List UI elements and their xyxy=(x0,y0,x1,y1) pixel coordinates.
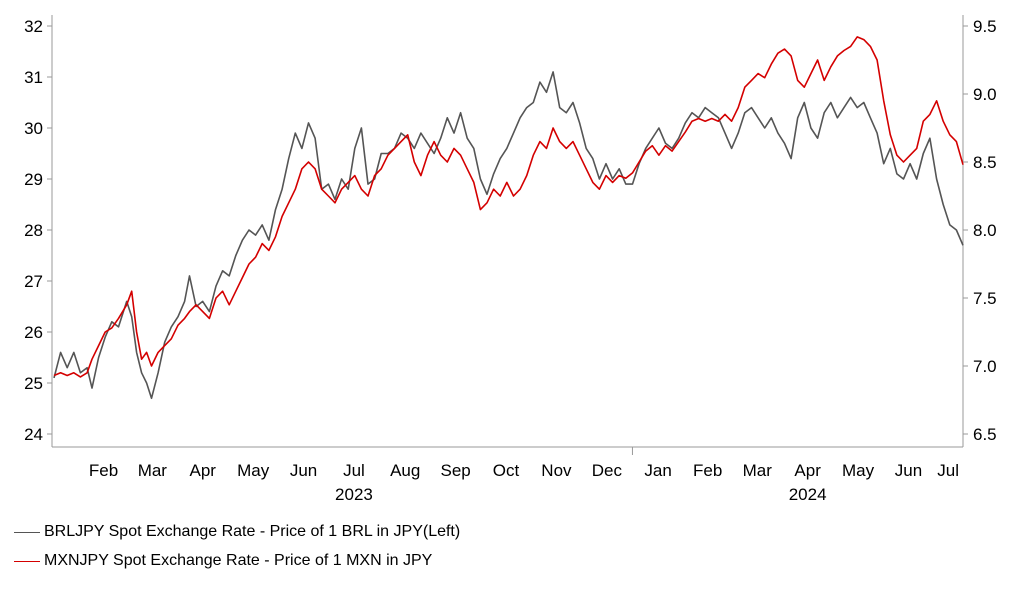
x-axis: Feb Mar Apr May Jun Jul Aug Sep Oct Nov Dec Jan Feb M… xyxy=(89,447,959,504)
x-tick-label: Aug xyxy=(390,461,420,480)
left-tick-label: 27 xyxy=(24,272,43,291)
left-tick-label: 28 xyxy=(24,221,43,240)
legend-entry-brljpy: BRLJPY Spot Exchange Rate - Price of 1 B… xyxy=(14,523,460,541)
series-lines xyxy=(53,36,964,400)
series-line-mxnjpy xyxy=(53,36,964,378)
right-tick-label: 8.0 xyxy=(973,221,997,240)
left-tick-label: 30 xyxy=(24,119,43,138)
left-tick-label: 31 xyxy=(24,68,43,87)
x-tick-label: May xyxy=(237,461,270,480)
x-tick-label: Jan xyxy=(644,461,671,480)
right-tick-label: 7.5 xyxy=(973,289,997,308)
right-axis: 6.5 7.0 7.5 8.0 8.5 9.0 9.5 xyxy=(963,17,997,444)
left-tick-label: 29 xyxy=(24,170,43,189)
year-label: 2024 xyxy=(789,485,827,504)
plot-frame xyxy=(51,15,964,448)
left-tick-label: 25 xyxy=(24,374,43,393)
legend-entry-mxnjpy: MXNJPY Spot Exchange Rate - Price of 1 M… xyxy=(14,552,432,570)
left-tick-label: 32 xyxy=(24,17,43,36)
x-tick-label: Jul xyxy=(937,461,959,480)
x-tick-label: Mar xyxy=(743,461,773,480)
year-label: 2023 xyxy=(335,485,373,504)
series-line-brljpy xyxy=(53,71,964,400)
left-tick-label: 24 xyxy=(24,425,43,444)
right-tick-label: 9.0 xyxy=(973,85,997,104)
x-tick-label: Mar xyxy=(138,461,168,480)
right-tick-label: 9.5 xyxy=(973,17,997,36)
right-tick-label: 6.5 xyxy=(973,425,997,444)
x-tick-label: Apr xyxy=(794,461,821,480)
legend-swatch-mxnjpy xyxy=(14,560,40,562)
right-tick-label: 7.0 xyxy=(973,357,997,376)
x-tick-label: Jun xyxy=(290,461,317,480)
x-tick-label: Feb xyxy=(89,461,118,480)
legend-label-mxnjpy: MXNJPY Spot Exchange Rate - Price of 1 M… xyxy=(44,552,433,569)
x-tick-label: Sep xyxy=(440,461,470,480)
left-axis: 24 25 26 27 28 29 30 31 32 xyxy=(24,17,52,444)
left-tick-label: 26 xyxy=(24,323,43,342)
right-tick-label: 8.5 xyxy=(973,153,997,172)
x-tick-label: Nov xyxy=(541,461,572,480)
x-tick-label: Dec xyxy=(592,461,623,480)
x-tick-label: Feb xyxy=(693,461,722,480)
x-tick-label: Jul xyxy=(343,461,365,480)
x-tick-label: May xyxy=(842,461,875,480)
x-tick-label: Oct xyxy=(493,461,520,480)
x-tick-label: Jun xyxy=(895,461,922,480)
legend-label-brljpy: BRLJPY Spot Exchange Rate - Price of 1 B… xyxy=(44,523,461,540)
legend-swatch-brljpy xyxy=(14,531,40,533)
x-tick-label: Apr xyxy=(190,461,217,480)
